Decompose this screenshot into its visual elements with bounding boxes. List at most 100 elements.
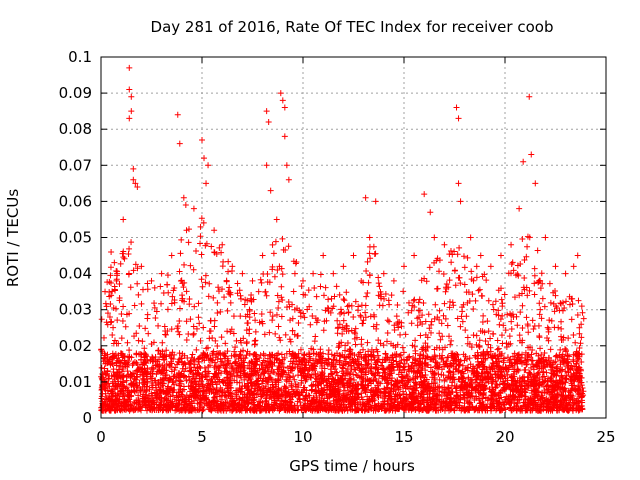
data-point [175,328,182,335]
data-point [185,331,192,338]
data-point [216,244,223,251]
data-point [562,345,569,352]
data-point [145,330,152,337]
data-point [308,382,315,389]
data-point [557,346,564,353]
data-point [521,274,528,281]
data-point [524,292,531,299]
data-point [473,274,480,281]
data-point [164,306,171,313]
data-point [343,289,350,296]
data-point [508,318,515,325]
data-point [405,309,412,316]
data-point [116,363,123,370]
data-point [210,348,217,355]
data-point [578,358,585,365]
data-point [560,337,567,344]
data-point [519,324,526,331]
data-point [107,264,114,271]
data-point [311,284,318,291]
data-point [135,291,142,298]
data-point [258,279,265,286]
data-point [222,340,229,347]
data-point [305,287,312,294]
data-point [343,322,350,329]
data-point [113,267,120,274]
data-point [202,272,209,279]
data-point [464,334,471,341]
data-point [568,316,575,323]
data-point [487,335,494,342]
data-point [183,377,190,384]
data-point [153,308,160,315]
data-point [221,294,228,301]
data-point [290,288,297,295]
data-point [104,310,111,317]
data-point [545,328,552,335]
data-point [224,307,231,314]
data-point [400,288,407,295]
data-point [255,288,262,295]
data-point [220,361,227,368]
data-point [252,317,259,324]
data-point [197,240,204,247]
data-point [526,370,533,377]
data-point [396,352,403,359]
data-point [411,343,418,350]
data-point [384,317,391,324]
data-point [328,370,335,377]
data-point [507,270,514,277]
data-point [225,258,232,265]
data-point [269,317,276,324]
data-point [556,307,563,314]
data-point [195,300,202,307]
data-point [301,314,308,321]
data-point [340,317,347,324]
data-point [119,317,126,324]
data-point [570,331,577,338]
data-point [214,299,221,306]
data-point [494,337,501,344]
data-point [151,304,158,311]
data-point [197,233,204,240]
data-point [261,331,268,338]
data-point [118,335,125,342]
data-point [274,292,281,299]
data-point [159,362,166,369]
data-point [352,341,359,348]
data-point [480,312,487,319]
data-point [313,293,320,300]
data-point [229,364,236,371]
data-points [98,64,587,414]
data-point [333,283,340,290]
data-point [537,285,544,292]
data-point [438,355,445,362]
data-point [336,321,343,328]
data-point [193,346,200,353]
data-point [558,333,565,340]
data-point [452,282,459,289]
data-point [547,346,554,353]
data-point [405,299,412,306]
data-point [504,371,511,378]
data-point [273,311,280,318]
data-point [551,308,558,315]
data-point [251,394,258,401]
data-point [142,325,149,332]
data-point [580,315,587,322]
data-point [476,337,483,344]
data-point [200,324,207,331]
data-point [436,330,443,337]
data-point [295,319,302,326]
data-point [371,397,378,404]
data-point [485,328,492,335]
data-point [454,315,461,322]
data-point [575,297,582,304]
data-point [190,266,197,273]
data-point [459,318,466,325]
data-point [179,350,186,357]
data-point [448,337,455,344]
data-point [536,311,543,318]
data-point [176,305,183,312]
data-point [531,265,538,272]
